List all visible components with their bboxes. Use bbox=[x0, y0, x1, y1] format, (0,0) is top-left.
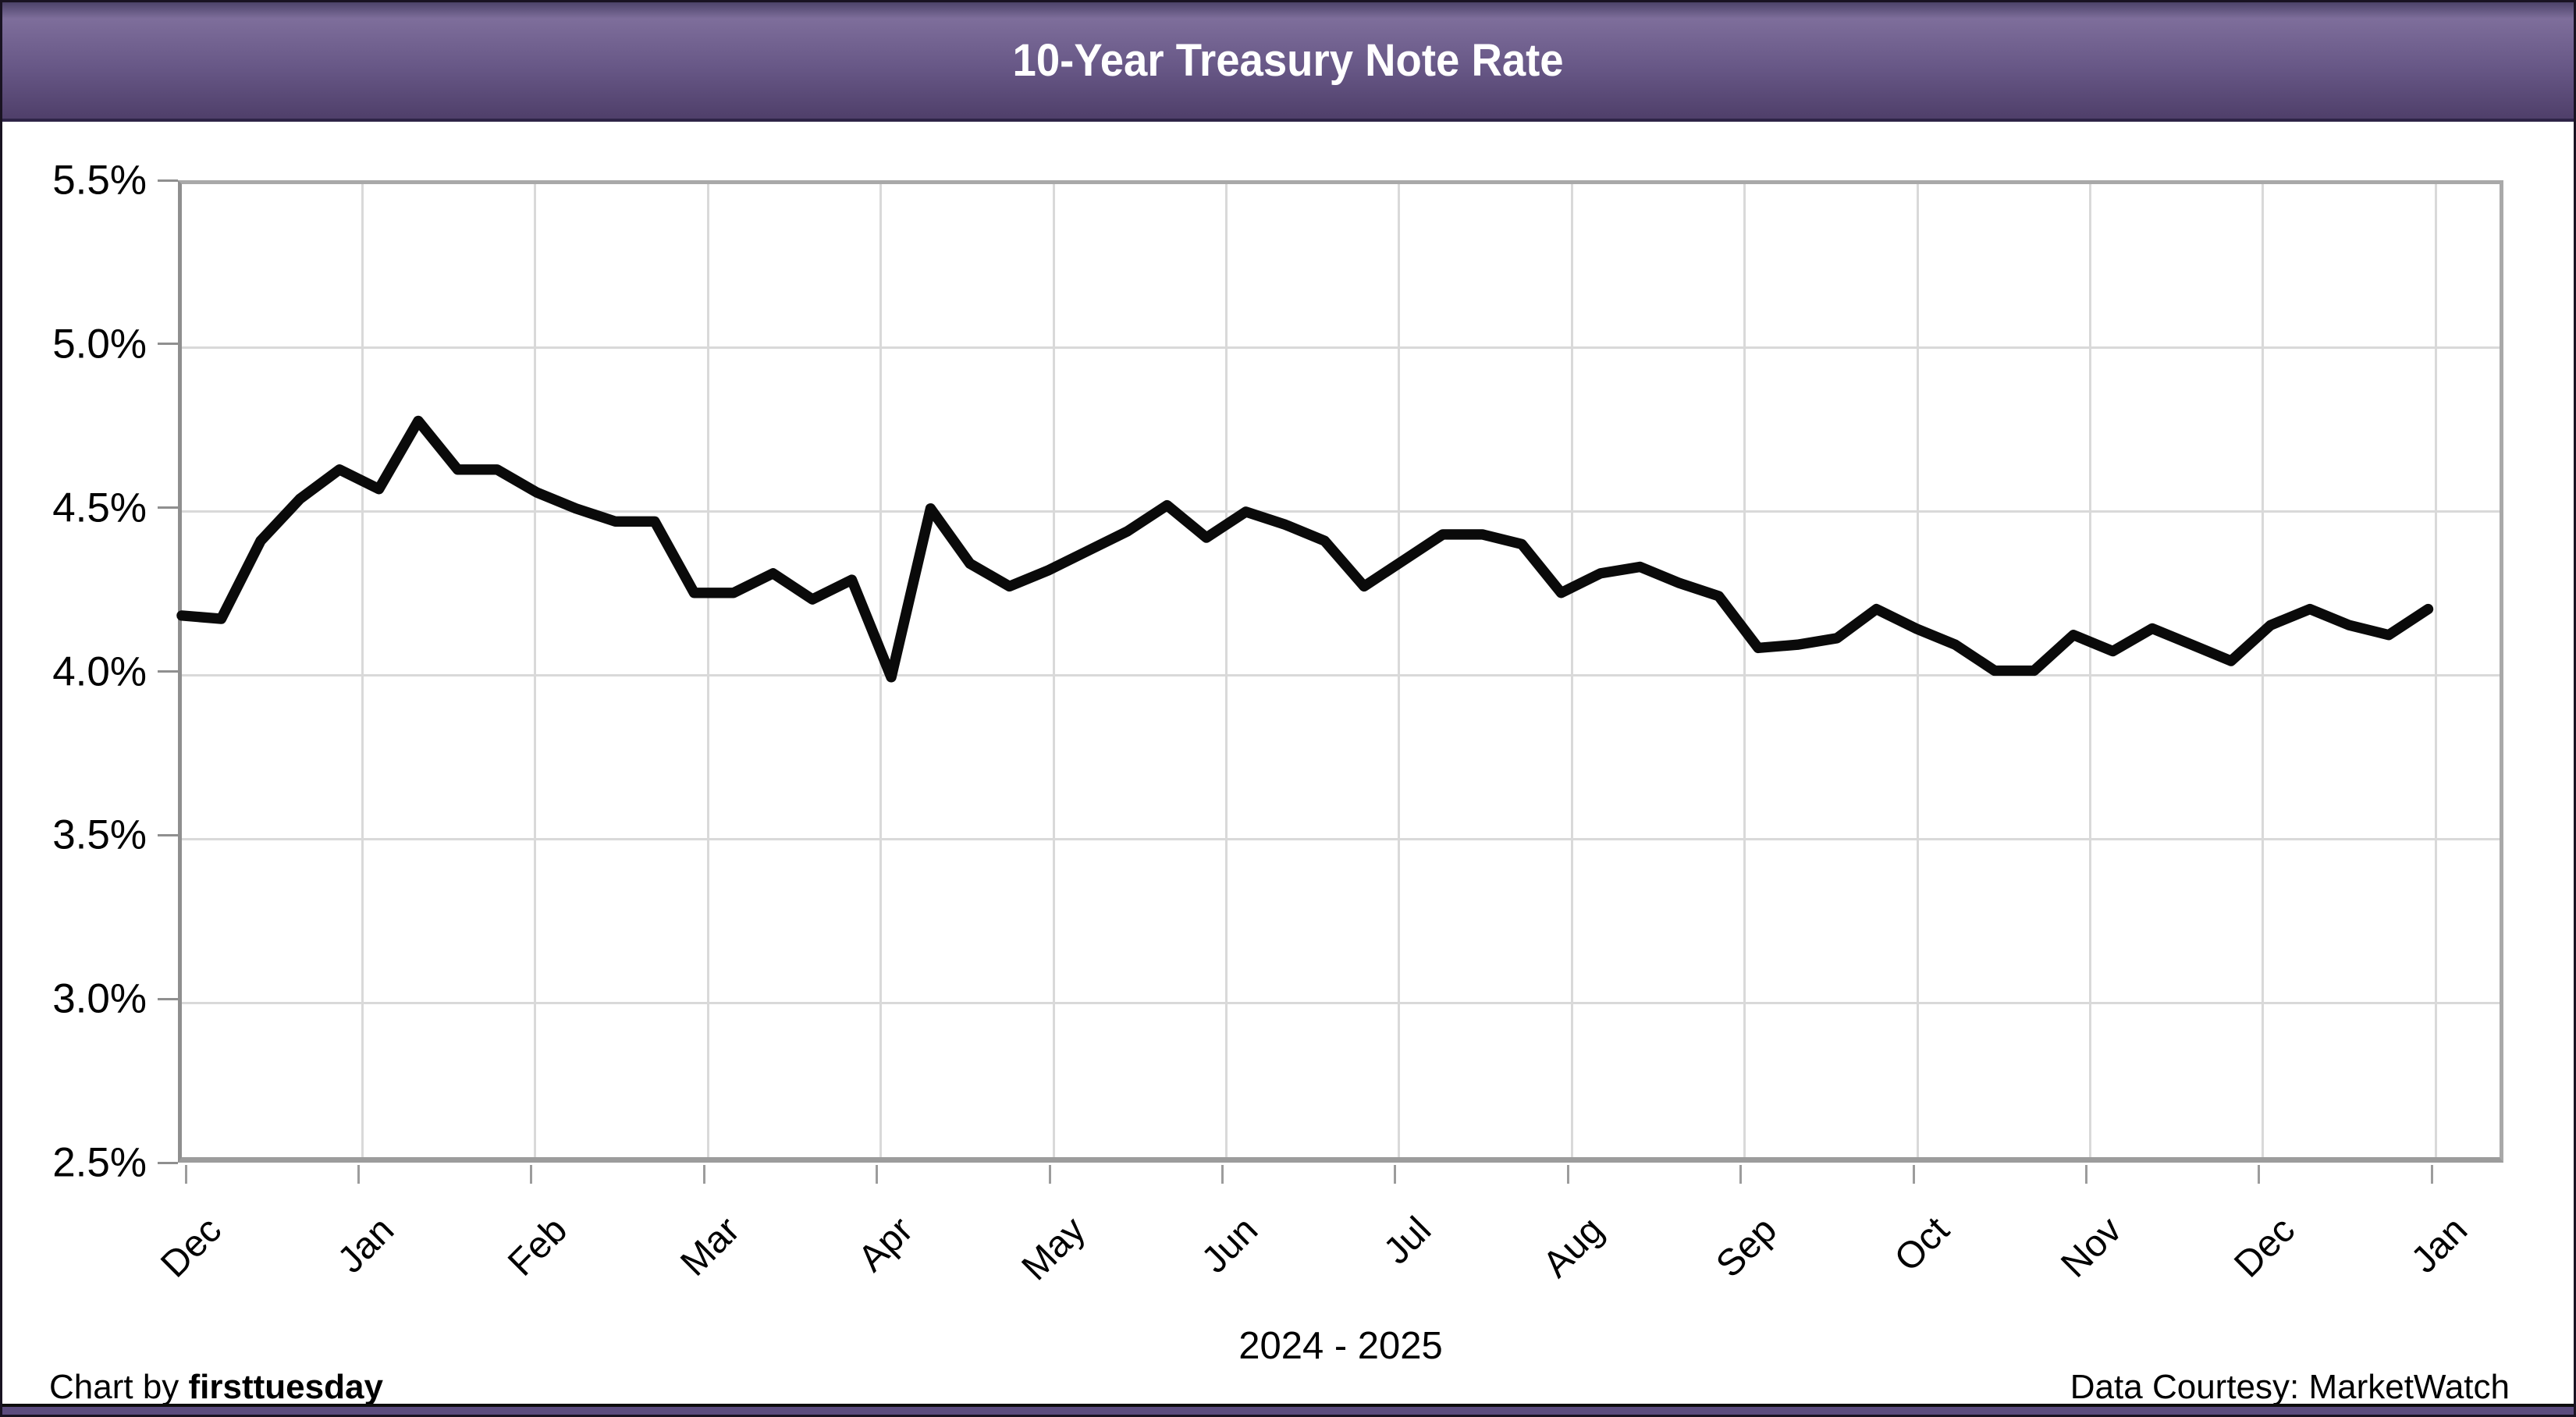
data-courtesy: Data Courtesy: MarketWatch bbox=[2070, 1368, 2510, 1406]
y-tick-label: 4.0% bbox=[52, 648, 147, 694]
y-tick-mark bbox=[158, 506, 178, 510]
y-tick-mark bbox=[158, 343, 178, 346]
chart-credit: Chart by firsttuesday bbox=[49, 1368, 383, 1407]
x-tick-mark bbox=[2084, 1165, 2087, 1184]
v-gridline bbox=[1570, 184, 1573, 1157]
x-month-label: Dec bbox=[2226, 1209, 2303, 1286]
y-tick-mark bbox=[158, 670, 178, 673]
x-month-label: Oct bbox=[1886, 1209, 1958, 1280]
y-tick-mark bbox=[158, 1161, 178, 1164]
x-tick-mark bbox=[876, 1165, 879, 1184]
bottom-rule bbox=[2, 1404, 2574, 1407]
y-tick-label: 4.5% bbox=[52, 485, 147, 531]
x-tick-mark bbox=[2258, 1165, 2261, 1184]
x-month-label: Dec bbox=[153, 1209, 230, 1286]
h-gridline bbox=[182, 346, 2500, 350]
x-tick-mark bbox=[1048, 1165, 1051, 1184]
v-gridline bbox=[1224, 184, 1228, 1157]
credit-brand: firsttuesday bbox=[188, 1368, 383, 1406]
y-tick-label: 3.0% bbox=[52, 975, 147, 1022]
plot-area bbox=[176, 180, 2503, 1163]
v-gridline bbox=[706, 184, 709, 1157]
x-tick-mark bbox=[184, 1165, 187, 1184]
x-month-label: Sep bbox=[1707, 1209, 1785, 1286]
h-gridline bbox=[182, 837, 2500, 840]
x-month-label: Jun bbox=[1194, 1209, 1267, 1281]
chart-header: 10-Year Treasury Note Rate bbox=[2, 2, 2574, 122]
x-tick-mark bbox=[2430, 1165, 2433, 1184]
v-gridline bbox=[1052, 184, 1055, 1157]
y-tick-label: 3.5% bbox=[52, 811, 147, 858]
y-tick-mark bbox=[158, 997, 178, 1000]
h-gridline bbox=[182, 674, 2500, 677]
x-month-label: Mar bbox=[673, 1209, 748, 1284]
y-tick-label: 5.0% bbox=[52, 321, 147, 368]
v-gridline bbox=[1916, 184, 1919, 1157]
x-month-label: Jan bbox=[330, 1209, 403, 1281]
x-month-label: Aug bbox=[1535, 1209, 1612, 1286]
x-month-label: Jul bbox=[1376, 1209, 1439, 1273]
credit-prefix: Chart by bbox=[49, 1368, 189, 1406]
v-gridline bbox=[361, 184, 364, 1157]
v-gridline bbox=[879, 184, 883, 1157]
y-tick-mark bbox=[158, 179, 178, 182]
x-tick-mark bbox=[702, 1165, 705, 1184]
rate-line-series bbox=[176, 415, 2434, 683]
x-month-label: Feb bbox=[500, 1209, 575, 1284]
x-month-label: Nov bbox=[2053, 1209, 2130, 1286]
v-gridline bbox=[534, 184, 537, 1157]
x-month-label: Apr bbox=[850, 1209, 921, 1280]
x-axis-period-label: 2024 - 2025 bbox=[1238, 1325, 1443, 1367]
y-tick-label: 2.5% bbox=[52, 1139, 147, 1186]
y-tick-mark bbox=[158, 833, 178, 836]
v-gridline bbox=[1743, 184, 1746, 1157]
v-gridline bbox=[2434, 184, 2437, 1157]
v-gridline bbox=[1398, 184, 1401, 1157]
v-gridline bbox=[2088, 184, 2091, 1157]
h-gridline bbox=[182, 1001, 2500, 1004]
chart-title: 10-Year Treasury Note Rate bbox=[1012, 35, 1564, 86]
v-gridline bbox=[2262, 184, 2265, 1157]
x-tick-mark bbox=[1566, 1165, 1569, 1184]
x-tick-mark bbox=[1220, 1165, 1224, 1184]
line-series-svg bbox=[176, 415, 2434, 683]
x-month-label: Jan bbox=[2404, 1209, 2476, 1281]
bottom-purple-strip bbox=[2, 1407, 2574, 1415]
x-tick-mark bbox=[530, 1165, 533, 1184]
h-gridline bbox=[182, 510, 2500, 513]
x-tick-mark bbox=[1912, 1165, 1915, 1184]
x-month-label: May bbox=[1014, 1209, 1094, 1289]
x-tick-mark bbox=[1394, 1165, 1397, 1184]
x-tick-mark bbox=[1739, 1165, 1743, 1184]
y-tick-label: 5.5% bbox=[52, 157, 147, 204]
x-tick-mark bbox=[357, 1165, 360, 1184]
